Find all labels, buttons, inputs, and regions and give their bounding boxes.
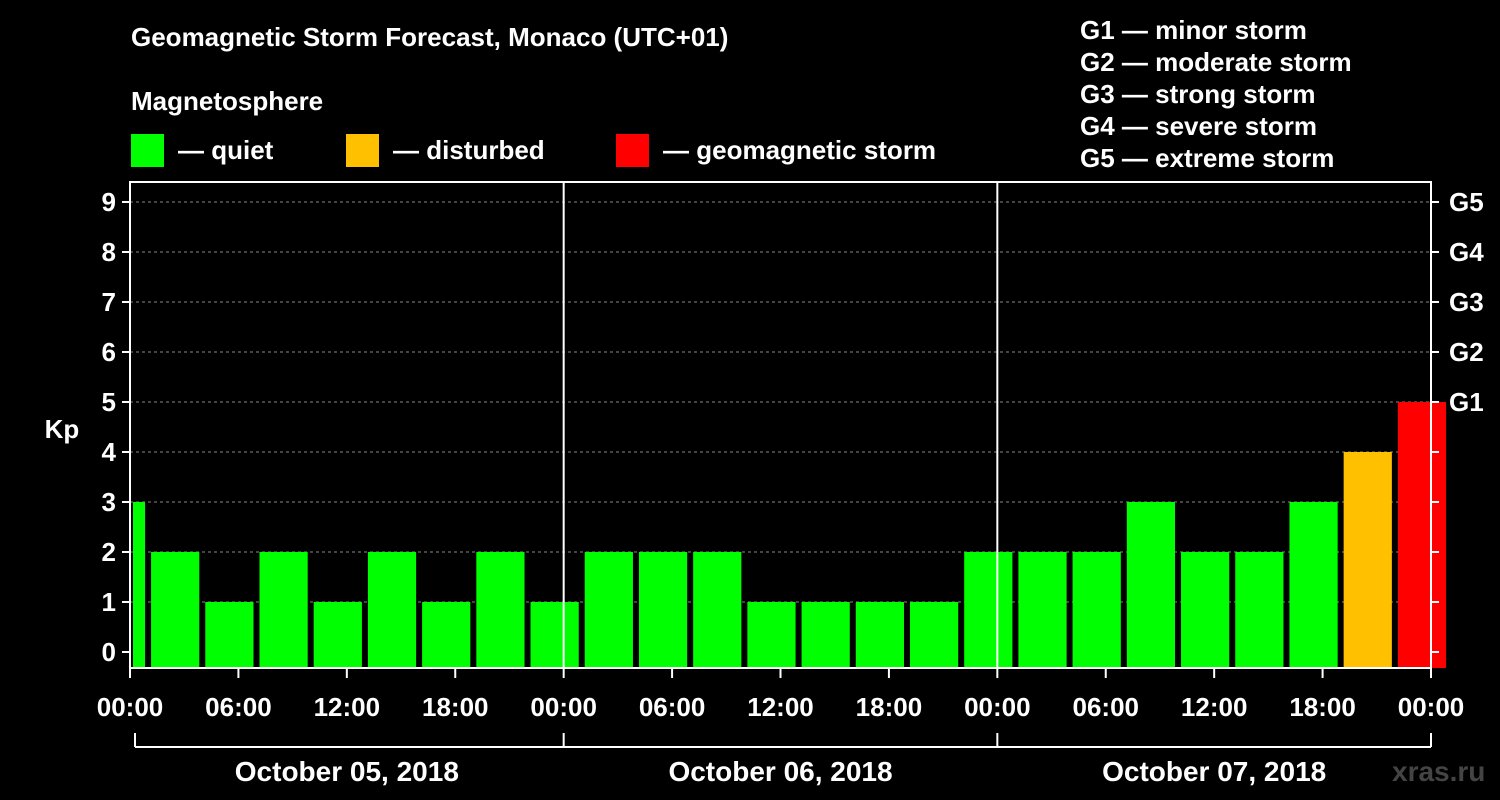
x-tick-label: 18:00 <box>1289 692 1356 722</box>
kp-bar <box>1397 402 1447 668</box>
y-tick-label: 3 <box>102 487 116 517</box>
y-tick-label: 7 <box>102 287 116 317</box>
y-tick-label: 1 <box>102 587 116 617</box>
day-label: October 06, 2018 <box>668 756 892 787</box>
g-scale-item: G3 — strong storm <box>1080 79 1316 109</box>
legend-swatch-disturbed <box>346 133 379 167</box>
kp-bar <box>1126 502 1176 668</box>
kp-bar <box>1181 552 1230 668</box>
day-label: October 05, 2018 <box>235 756 459 787</box>
kp-bar <box>1235 552 1284 668</box>
kp-bar <box>747 602 796 668</box>
kp-bar <box>313 602 362 668</box>
kp-bar <box>422 602 471 668</box>
g-scale-tick-label: G5 <box>1449 187 1484 217</box>
g-scale-tick-label: G4 <box>1449 237 1484 267</box>
kp-bar <box>259 552 308 668</box>
x-tick-label: 00:00 <box>964 692 1031 722</box>
day-label: October 07, 2018 <box>1102 756 1326 787</box>
kp-bar <box>1018 552 1067 668</box>
kp-bar <box>909 602 959 668</box>
kp-bar <box>151 552 200 668</box>
y-tick-label: 9 <box>102 187 116 217</box>
g-scale-item: G1 — minor storm <box>1080 15 1307 45</box>
legend-storm: — geomagnetic storm <box>616 132 936 168</box>
kp-bar <box>205 602 254 668</box>
x-tick-label: 06:00 <box>639 692 706 722</box>
kp-bar <box>584 552 633 668</box>
x-tick-label: 06:00 <box>1073 692 1140 722</box>
y-tick-label: 5 <box>102 387 116 417</box>
x-tick-label: 12:00 <box>747 692 814 722</box>
kp-bar <box>476 552 525 668</box>
legend-quiet: — quiet <box>131 132 273 168</box>
kp-bar <box>1289 502 1338 668</box>
legend-swatch-quiet <box>131 133 164 167</box>
x-tick-label: 18:00 <box>422 692 489 722</box>
y-tick-label: 8 <box>102 237 116 267</box>
x-tick-label: 06:00 <box>205 692 272 722</box>
g-scale-item: G4 — severe storm <box>1080 111 1318 141</box>
g-scale-tick-label: G3 <box>1449 287 1484 317</box>
chart-subtitle: Magnetosphere <box>131 86 324 116</box>
g-scale-item: G2 — moderate storm <box>1080 47 1352 77</box>
y-tick-label: 2 <box>102 537 116 567</box>
y-axis-label: Kp <box>45 414 80 444</box>
kp-bar <box>855 602 904 668</box>
x-tick-label: 12:00 <box>314 692 381 722</box>
kp-bar <box>638 552 688 668</box>
kp-bar <box>1072 552 1121 668</box>
y-tick-label: 0 <box>102 637 116 667</box>
kp-bar <box>1343 452 1392 668</box>
legend-label-storm: — geomagnetic storm <box>663 134 937 165</box>
legend-swatch-storm <box>616 133 649 167</box>
y-tick-label: 6 <box>102 337 116 367</box>
legend-label-disturbed: — disturbed <box>393 134 545 165</box>
y-tick-label: 4 <box>102 437 117 467</box>
x-tick-label: 00:00 <box>530 692 597 722</box>
legend-label-quiet: — quiet <box>178 134 274 165</box>
g-scale-tick-label: G2 <box>1449 337 1484 367</box>
x-tick-label: 12:00 <box>1181 692 1248 722</box>
watermark: xras.ru <box>1392 756 1486 787</box>
x-tick-label: 18:00 <box>856 692 923 722</box>
kp-bar <box>530 602 579 668</box>
g-scale-list: G1 — minor storm G2 — moderate storm G3 … <box>1080 14 1352 174</box>
kp-bar <box>693 552 742 668</box>
g-scale-tick-label: G1 <box>1449 387 1484 417</box>
x-tick-label: 00:00 <box>97 692 164 722</box>
kp-bar <box>367 552 417 668</box>
x-tick-label: 00:00 <box>1398 692 1465 722</box>
kp-bar <box>964 552 1013 668</box>
g-scale-item: G5 — extreme storm <box>1080 143 1335 173</box>
chart-title: Geomagnetic Storm Forecast, Monaco (UTC+… <box>131 22 729 52</box>
legend-disturbed: — disturbed <box>346 132 545 168</box>
kp-bar <box>133 502 146 668</box>
kp-bar <box>801 602 850 668</box>
